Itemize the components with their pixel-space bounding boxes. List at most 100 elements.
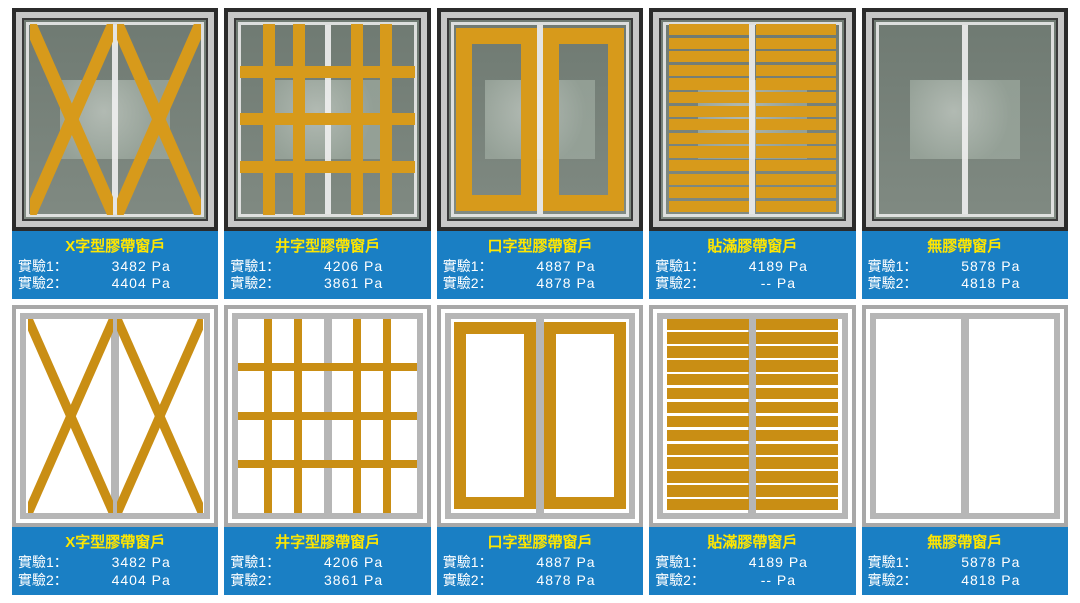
- diagram-cell-box: 口字型膠帶窗戶實驗1：4887 Pa實驗2：4878 Pa: [437, 305, 643, 596]
- result-value: 5878 Pa: [920, 554, 1062, 572]
- tape-layer-full: [663, 319, 841, 514]
- result-key: 實驗2：: [443, 275, 495, 293]
- result-value: 3482 Pa: [70, 554, 212, 572]
- window-box: [437, 8, 643, 231]
- diagram-cell-hash: 井字型膠帶窗戶實驗1：4206 Pa實驗2：3861 Pa: [224, 305, 430, 596]
- tape-layer-none: [876, 319, 1054, 514]
- result-row: 實驗2：4878 Pa: [443, 572, 637, 590]
- result-key: 實驗2：: [868, 572, 920, 590]
- result-key: 實驗2：: [443, 572, 495, 590]
- window-box: [437, 305, 643, 528]
- result-label: 井字型膠帶窗戶實驗1：4206 Pa實驗2：3861 Pa: [224, 527, 430, 595]
- result-row: 實驗1：3482 Pa: [18, 258, 212, 276]
- result-key: 實驗2：: [655, 275, 707, 293]
- tape-layer-none: [878, 24, 1052, 215]
- result-row: 實驗2：4818 Pa: [868, 572, 1062, 590]
- result-key: 實驗1：: [655, 258, 707, 276]
- result-row: 實驗2：4878 Pa: [443, 275, 637, 293]
- pattern-title: 井字型膠帶窗戶: [230, 531, 424, 552]
- result-value: 3861 Pa: [282, 275, 424, 293]
- result-key: 實驗2：: [18, 275, 70, 293]
- result-value: -- Pa: [707, 275, 849, 293]
- result-key: 實驗2：: [18, 572, 70, 590]
- result-value: 4887 Pa: [495, 554, 637, 572]
- result-label: 無膠帶窗戶實驗1：5878 Pa實驗2：4818 Pa: [862, 231, 1068, 299]
- tape-layer-x: [28, 24, 202, 215]
- result-row: 實驗1：3482 Pa: [18, 554, 212, 572]
- result-value: 3861 Pa: [282, 572, 424, 590]
- pattern-title: 無膠帶窗戶: [868, 531, 1062, 552]
- photo-cell-full: 貼滿膠帶窗戶實驗1：4189 Pa實驗2：-- Pa: [649, 8, 855, 299]
- pattern-title: 無膠帶窗戶: [868, 235, 1062, 256]
- result-key: 實驗1：: [868, 554, 920, 572]
- result-value: 4189 Pa: [707, 258, 849, 276]
- result-value: 4818 Pa: [920, 275, 1062, 293]
- result-key: 實驗1：: [230, 258, 282, 276]
- window-x: [12, 305, 218, 528]
- pattern-title: X字型膠帶窗戶: [18, 531, 212, 552]
- result-key: 實驗1：: [443, 258, 495, 276]
- diagram-cell-x: X字型膠帶窗戶實驗1：3482 Pa實驗2：4404 Pa: [12, 305, 218, 596]
- result-row: 實驗2：-- Pa: [655, 275, 849, 293]
- tape-layer-full: [665, 24, 839, 215]
- comparison-grid: X字型膠帶窗戶實驗1：3482 Pa實驗2：4404 Pa井字型膠帶窗戶實驗1：…: [0, 0, 1080, 603]
- result-row: 實驗1：4206 Pa: [230, 554, 424, 572]
- pattern-title: 口字型膠帶窗戶: [443, 235, 637, 256]
- result-key: 實驗2：: [868, 275, 920, 293]
- result-row: 實驗2：3861 Pa: [230, 275, 424, 293]
- result-key: 實驗1：: [230, 554, 282, 572]
- result-row: 實驗2：4404 Pa: [18, 572, 212, 590]
- result-row: 實驗2：-- Pa: [655, 572, 849, 590]
- result-row: 實驗1：4887 Pa: [443, 554, 637, 572]
- result-key: 實驗1：: [443, 554, 495, 572]
- result-key: 實驗1：: [868, 258, 920, 276]
- result-key: 實驗1：: [18, 258, 70, 276]
- result-label: 無膠帶窗戶實驗1：5878 Pa實驗2：4818 Pa: [862, 527, 1068, 595]
- pattern-title: 貼滿膠帶窗戶: [655, 531, 849, 552]
- result-key: 實驗1：: [18, 554, 70, 572]
- window-x: [12, 8, 218, 231]
- window-hash: [224, 8, 430, 231]
- window-none: [862, 8, 1068, 231]
- window-full: [649, 8, 855, 231]
- window-none: [862, 305, 1068, 528]
- result-row: 實驗1：5878 Pa: [868, 258, 1062, 276]
- photo-cell-hash: 井字型膠帶窗戶實驗1：4206 Pa實驗2：3861 Pa: [224, 8, 430, 299]
- tape-layer-hash: [240, 24, 414, 215]
- result-value: 4189 Pa: [707, 554, 849, 572]
- result-row: 實驗1：4189 Pa: [655, 554, 849, 572]
- tape-layer-hash: [238, 319, 416, 514]
- result-row: 實驗1：4189 Pa: [655, 258, 849, 276]
- pattern-title: 貼滿膠帶窗戶: [655, 235, 849, 256]
- result-label: 貼滿膠帶窗戶實驗1：4189 Pa實驗2：-- Pa: [649, 231, 855, 299]
- tape-layer-box: [451, 319, 629, 514]
- result-row: 實驗1：5878 Pa: [868, 554, 1062, 572]
- result-label: X字型膠帶窗戶實驗1：3482 Pa實驗2：4404 Pa: [12, 527, 218, 595]
- result-value: 4887 Pa: [495, 258, 637, 276]
- result-value: 4404 Pa: [70, 572, 212, 590]
- result-value: 4818 Pa: [920, 572, 1062, 590]
- result-value: 4878 Pa: [495, 275, 637, 293]
- result-row: 實驗2：4404 Pa: [18, 275, 212, 293]
- result-row: 實驗1：4206 Pa: [230, 258, 424, 276]
- result-key: 實驗2：: [230, 572, 282, 590]
- tape-layer-x: [26, 319, 204, 514]
- result-value: 3482 Pa: [70, 258, 212, 276]
- result-value: -- Pa: [707, 572, 849, 590]
- result-row: 實驗1：4887 Pa: [443, 258, 637, 276]
- pattern-title: X字型膠帶窗戶: [18, 235, 212, 256]
- window-full: [649, 305, 855, 528]
- result-key: 實驗2：: [230, 275, 282, 293]
- photo-cell-box: 口字型膠帶窗戶實驗1：4887 Pa實驗2：4878 Pa: [437, 8, 643, 299]
- result-label: 井字型膠帶窗戶實驗1：4206 Pa實驗2：3861 Pa: [224, 231, 430, 299]
- photo-cell-x: X字型膠帶窗戶實驗1：3482 Pa實驗2：4404 Pa: [12, 8, 218, 299]
- result-value: 4878 Pa: [495, 572, 637, 590]
- result-row: 實驗2：4818 Pa: [868, 275, 1062, 293]
- result-label: 貼滿膠帶窗戶實驗1：4189 Pa實驗2：-- Pa: [649, 527, 855, 595]
- result-value: 4404 Pa: [70, 275, 212, 293]
- result-value: 4206 Pa: [282, 554, 424, 572]
- result-row: 實驗2：3861 Pa: [230, 572, 424, 590]
- window-hash: [224, 305, 430, 528]
- tape-layer-box: [453, 24, 627, 215]
- result-key: 實驗2：: [655, 572, 707, 590]
